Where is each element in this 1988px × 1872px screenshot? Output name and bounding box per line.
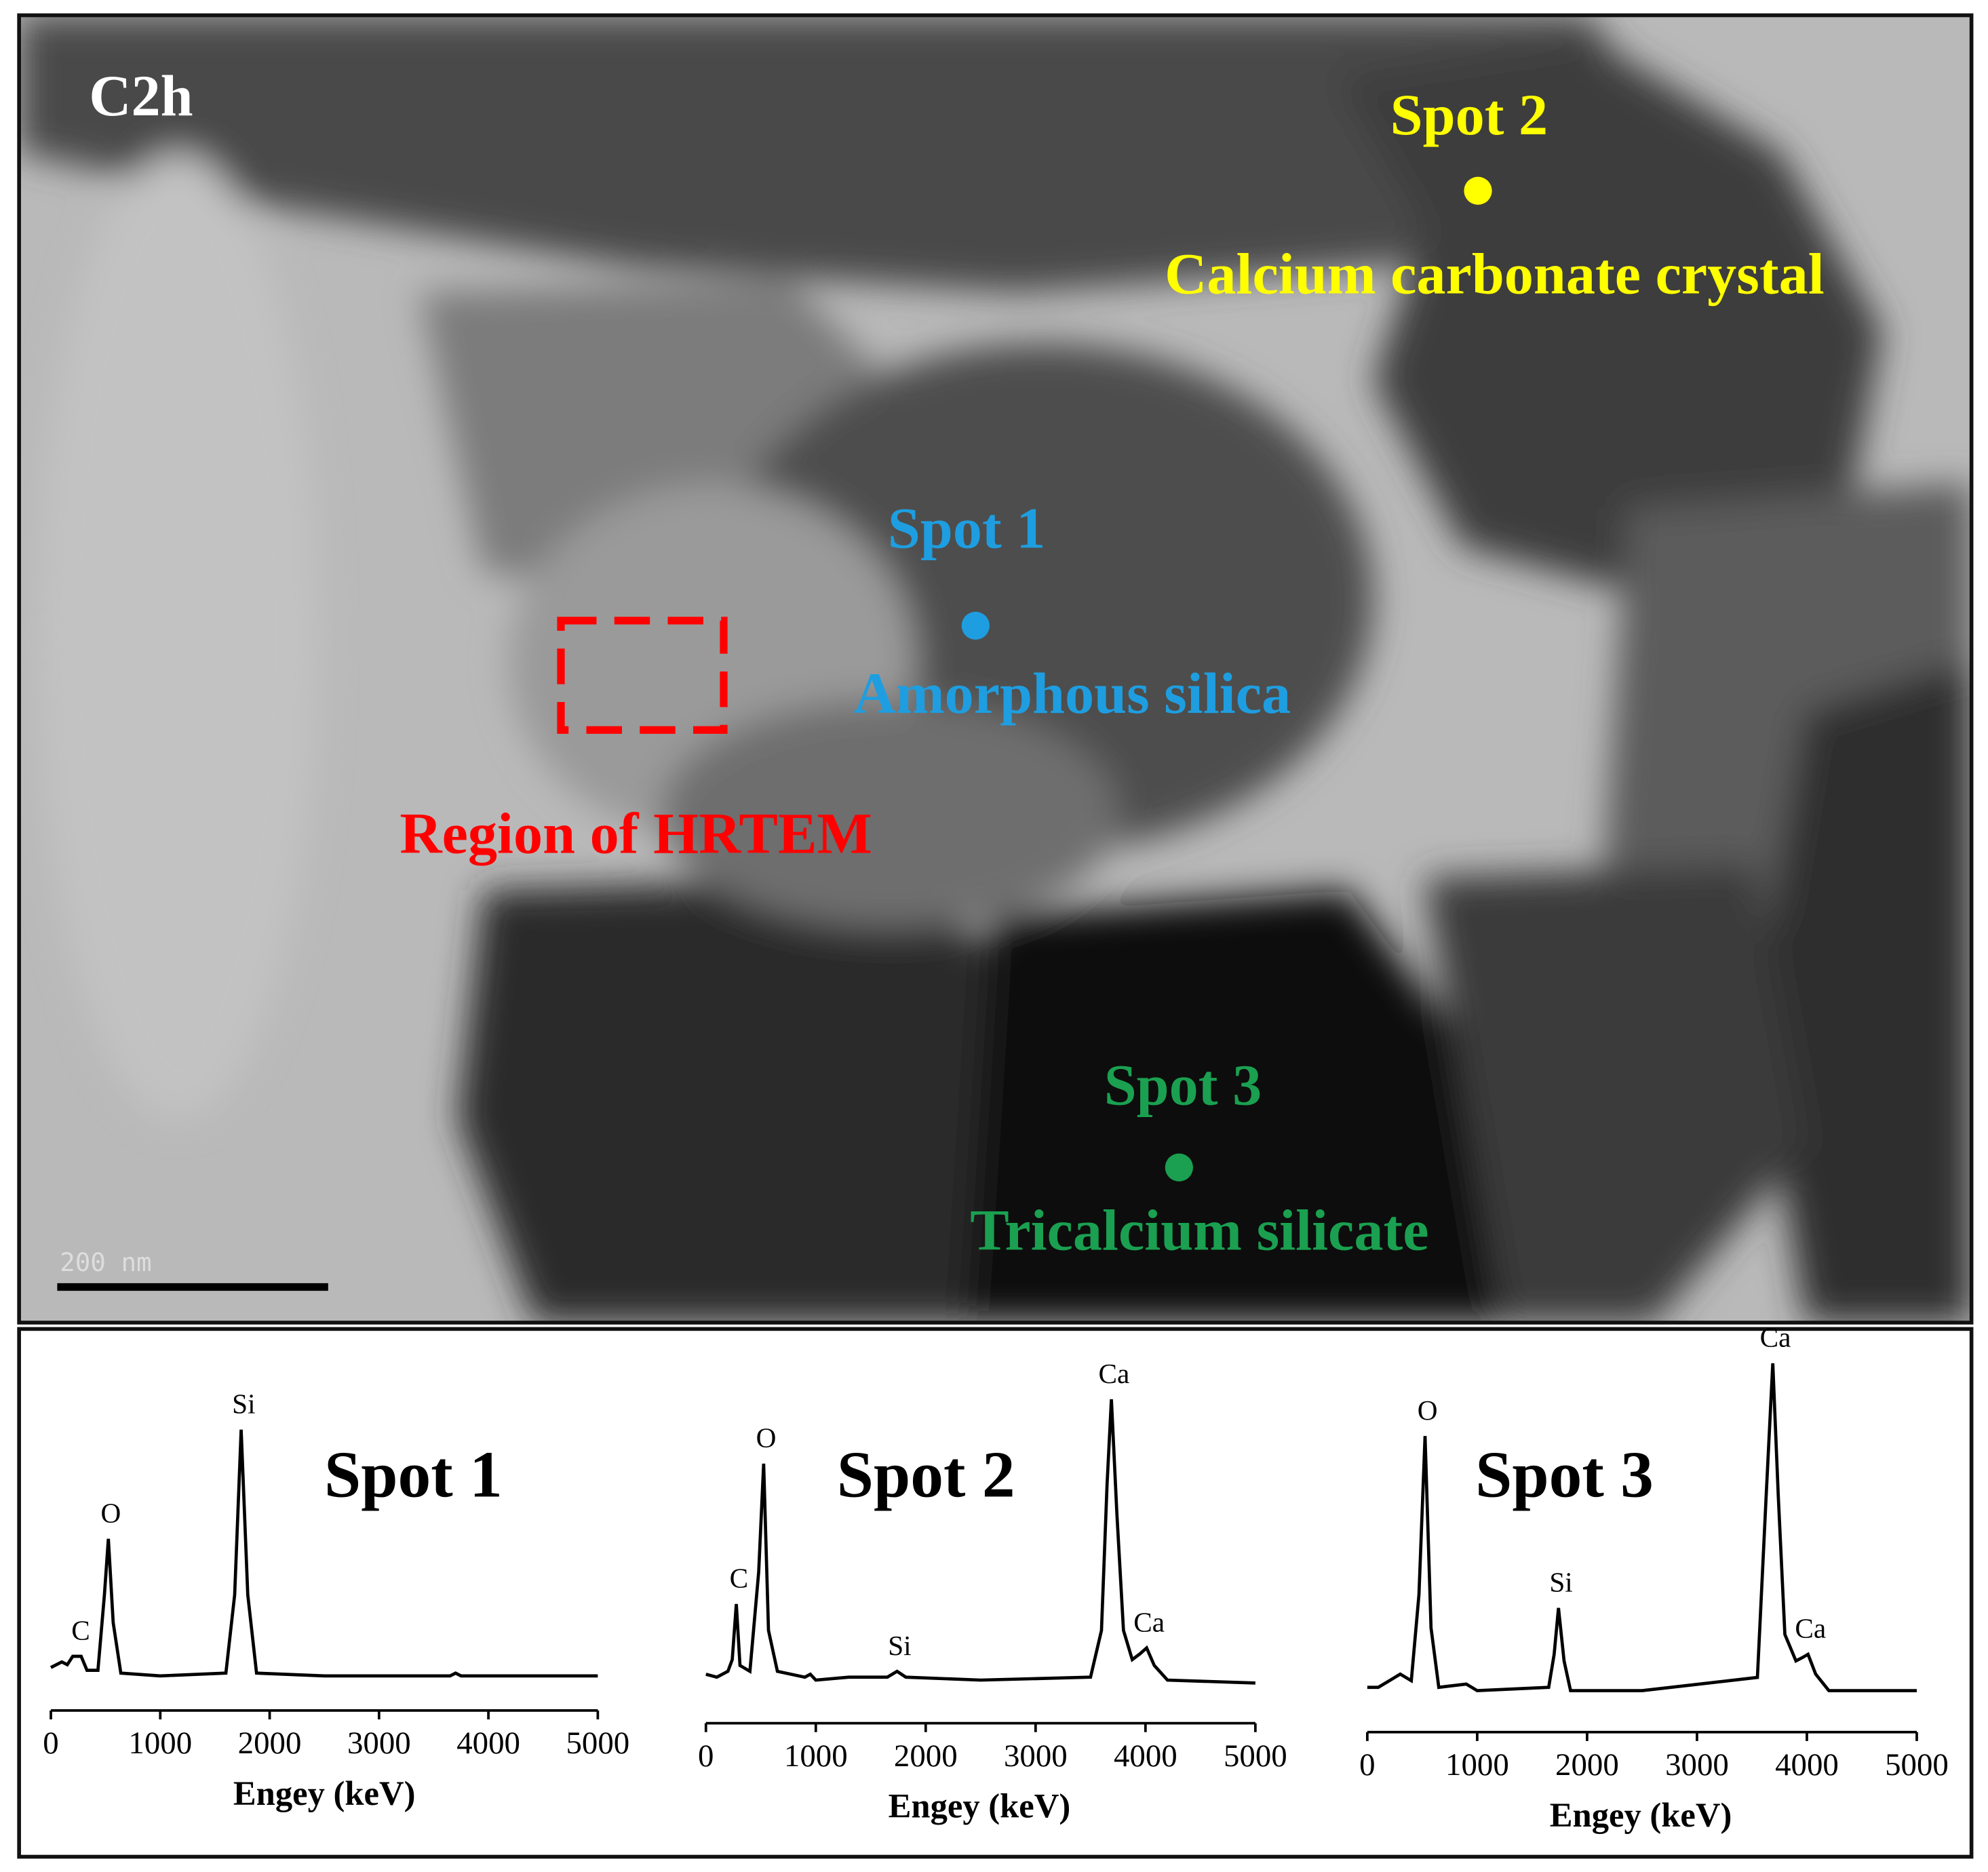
- x-tick-label: 4000: [1775, 1747, 1839, 1782]
- spot-marker: [961, 611, 990, 640]
- spot-name: Spot 2: [1390, 82, 1548, 147]
- x-tick-label: 1000: [784, 1738, 848, 1774]
- peak-label: Ca: [1098, 1358, 1129, 1389]
- x-axis-title: Engey (keV): [1550, 1796, 1732, 1834]
- x-tick-label: 5000: [566, 1725, 630, 1761]
- x-tick-label: 2000: [1555, 1747, 1619, 1782]
- x-axis-title: Engey (keV): [889, 1787, 1071, 1825]
- peak-label: Ca: [1760, 1322, 1791, 1353]
- chart-title: Spot 3: [1475, 1439, 1654, 1512]
- scale-bar-label: 200 nm: [60, 1247, 151, 1277]
- x-tick-label: 4000: [1114, 1738, 1177, 1774]
- spot-name: Spot 3: [1104, 1053, 1262, 1118]
- x-tick-label: 1000: [1445, 1747, 1509, 1782]
- peak-label: Si: [1549, 1566, 1572, 1597]
- peak-label: Ca: [1795, 1613, 1826, 1644]
- peak-label: C: [730, 1563, 749, 1594]
- image-frame: [17, 13, 1974, 1325]
- x-tick-label: 0: [1359, 1747, 1375, 1782]
- peak-label: O: [1418, 1395, 1438, 1426]
- region-label: Region of HRTEM: [399, 800, 872, 865]
- x-tick-label: 3000: [1004, 1738, 1068, 1774]
- x-tick-label: 1000: [128, 1725, 192, 1761]
- x-tick-label: 0: [698, 1738, 714, 1774]
- spot-label: Calcium carbonate crystal: [1165, 241, 1825, 306]
- peak-label: Si: [232, 1388, 255, 1420]
- spectrum-line: [1367, 1363, 1917, 1692]
- panel-label: C2h: [89, 63, 193, 128]
- x-tick-label: 0: [43, 1725, 58, 1761]
- peak-label: Ca: [1133, 1606, 1165, 1637]
- spot-label: Tricalcium silicate: [970, 1197, 1428, 1262]
- spot-name: Spot 1: [888, 495, 1045, 560]
- x-tick-label: 4000: [456, 1725, 520, 1761]
- hrtem-region: [557, 617, 728, 734]
- chart-title: Spot 2: [837, 1439, 1015, 1512]
- peak-label: C: [71, 1615, 90, 1646]
- x-tick-label: 5000: [1224, 1738, 1287, 1774]
- spectrum-line: [705, 1399, 1255, 1685]
- peak-label: Si: [888, 1630, 911, 1661]
- spot-label: Amorphous silica: [854, 661, 1291, 726]
- x-tick-label: 5000: [1885, 1747, 1949, 1782]
- spectra-frame: [17, 1327, 1974, 1859]
- x-tick-label: 2000: [894, 1738, 958, 1774]
- spot-marker: [1165, 1153, 1193, 1182]
- peak-label: O: [101, 1497, 121, 1528]
- spot-marker: [1464, 176, 1492, 205]
- x-tick-label: 3000: [1665, 1747, 1729, 1782]
- x-tick-label: 2000: [238, 1725, 302, 1761]
- x-tick-label: 3000: [347, 1725, 411, 1761]
- peak-label: O: [756, 1422, 777, 1454]
- spectrum-line: [50, 1429, 598, 1678]
- x-axis-title: Engey (keV): [233, 1774, 416, 1812]
- chart-title: Spot 1: [324, 1439, 503, 1512]
